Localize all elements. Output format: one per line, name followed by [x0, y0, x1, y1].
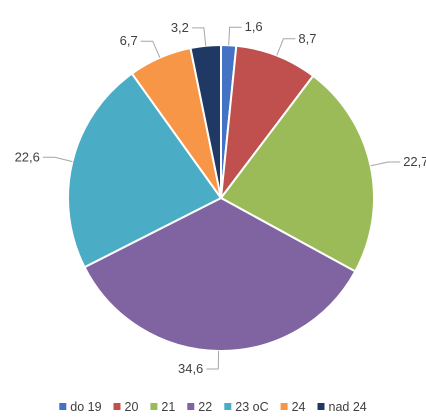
legend-item: 23 oC — [224, 400, 269, 414]
legend-item: nad 24 — [317, 400, 367, 414]
legend-swatch — [187, 403, 195, 410]
leader-line — [140, 40, 161, 58]
pie-slice-3 — [219, 74, 375, 273]
leader-line — [42, 156, 73, 163]
legend-swatch — [113, 403, 121, 410]
data-label: 22,7 — [403, 154, 426, 169]
legend-label: 23 oC — [235, 400, 268, 414]
data-label: 22,6 — [15, 149, 40, 164]
pie-slice-4 — [83, 196, 357, 352]
legend-swatch — [317, 403, 325, 410]
data-label: 1,6 — [245, 19, 263, 34]
leader-line — [191, 27, 207, 46]
legend: do 19 20 21 22 23 oC 24 nad 24 — [59, 400, 367, 414]
legend-item: 21 — [150, 400, 175, 414]
legend-item: do 19 — [59, 400, 102, 414]
legend-item: 20 — [113, 400, 139, 414]
data-label: 8,7 — [298, 31, 316, 46]
leader-line — [370, 161, 401, 167]
legend-swatch — [280, 403, 288, 410]
legend-label: 21 — [161, 400, 175, 414]
legend-label: 24 — [292, 400, 306, 414]
legend-swatch — [224, 403, 232, 410]
data-label: 34,6 — [178, 361, 203, 376]
legend-item: 22 — [187, 400, 212, 414]
leader-line — [206, 350, 220, 370]
legend-label: 20 — [125, 400, 139, 414]
legend-label: nad 24 — [329, 400, 367, 414]
legend-label: 22 — [198, 400, 212, 414]
pie-slice-2 — [219, 44, 315, 202]
data-label: 3,2 — [171, 20, 189, 35]
legend-item: 24 — [280, 400, 306, 414]
data-label: 6,7 — [120, 33, 138, 48]
leader-line — [228, 26, 242, 46]
leader-line — [276, 38, 296, 56]
legend-swatch — [150, 403, 158, 410]
legend-label: do 19 — [70, 400, 101, 414]
legend-swatch — [59, 403, 67, 410]
leader-lines — [42, 26, 401, 370]
pie-slices — [67, 43, 375, 352]
data-labels: 1,6 8,7 22,7 34,6 22,6 6,7 3,2 — [15, 19, 426, 376]
